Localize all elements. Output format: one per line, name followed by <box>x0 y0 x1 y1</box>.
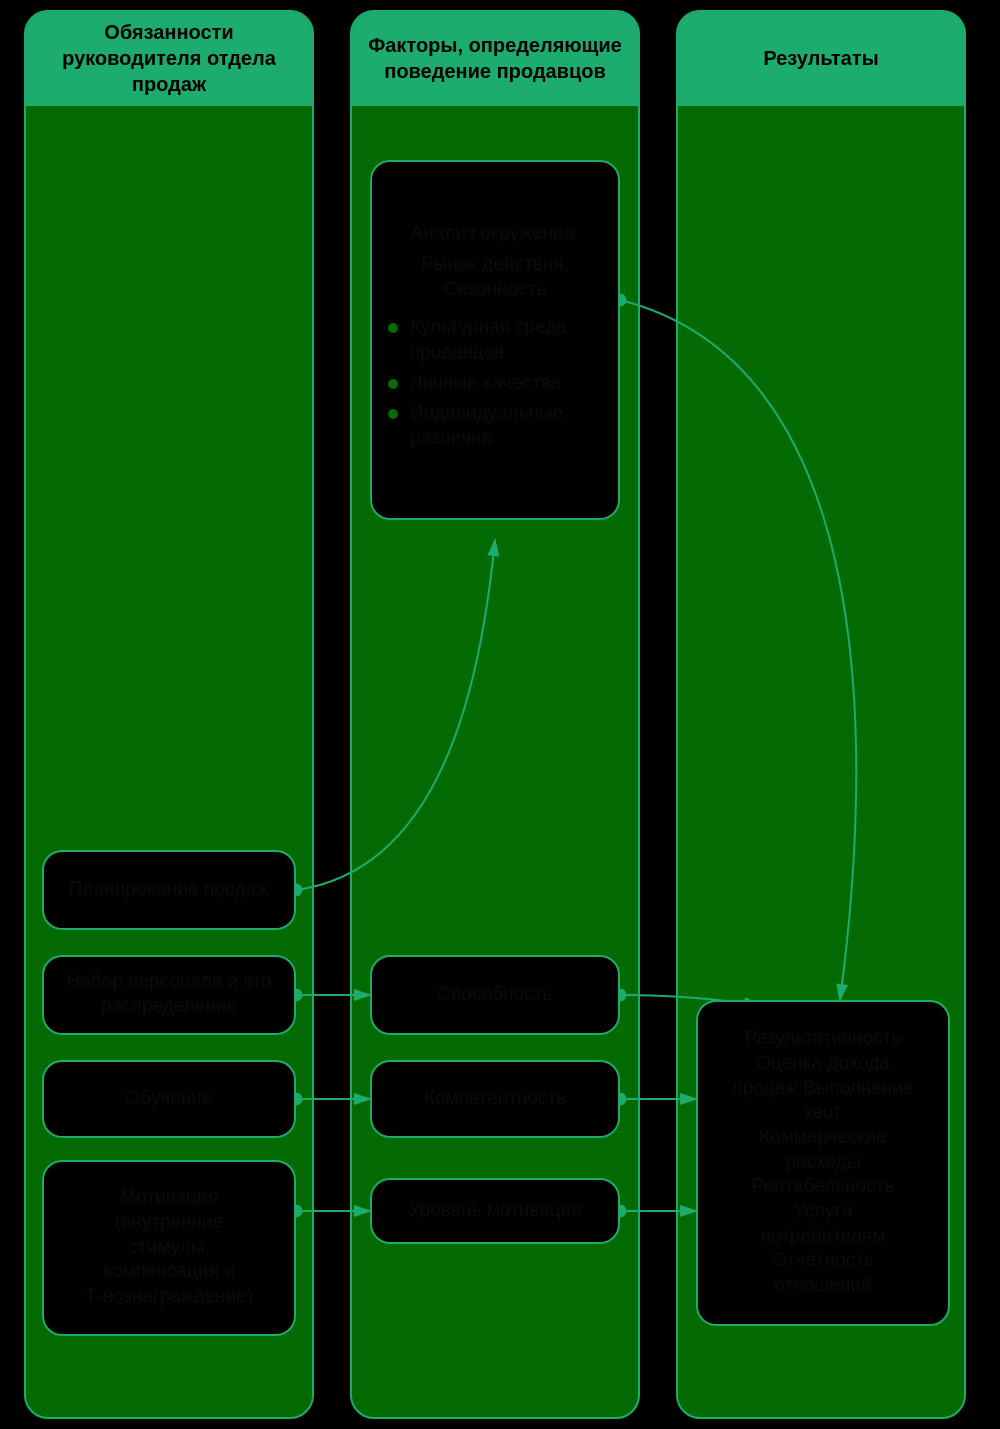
node-plan: Планирование продаж <box>42 850 296 930</box>
node-env: Анализ окружения: Рынок действия,Сезоннос… <box>370 160 620 520</box>
node-recruit: Набор персонала и егораспределение <box>42 955 296 1035</box>
node-line: компенсация и <box>103 1260 234 1285</box>
node-line: Сезонность <box>444 278 547 303</box>
node-line: Набор персонала и его <box>67 970 272 995</box>
node-motiv: Мотивация(внутренниестимулы,компенсация … <box>42 1160 296 1336</box>
node-line: квот <box>804 1101 841 1126</box>
node-line: Результативность <box>745 1027 901 1052</box>
node-line: отношений <box>774 1274 871 1299</box>
node-ability: Способность <box>370 955 620 1035</box>
column-header: Результаты <box>678 12 964 106</box>
node-line: стимулы, <box>128 1236 209 1261</box>
node-bullet: Личные качества <box>388 372 602 397</box>
node-line: расходы <box>786 1151 861 1176</box>
node-comp: Компетентность <box>370 1060 620 1138</box>
column-header-text: Результаты <box>763 46 878 72</box>
node-line: Услуги <box>794 1200 852 1225</box>
node-line: Компетентность <box>424 1087 566 1112</box>
node-train: Обучение <box>42 1060 296 1138</box>
node-results: РезультативностьОценка доходапродаж Выпо… <box>696 1000 950 1326</box>
node-line: Обучение <box>126 1087 213 1112</box>
node-line: продаж Выполнение <box>732 1077 913 1102</box>
node-title: Анализ окружения: <box>411 222 579 247</box>
node-line: Оценка дохода <box>756 1052 890 1077</box>
node-line: Рынок действия, <box>421 253 569 278</box>
column-header-text: Факторы, определяющие поведение продавцо… <box>364 33 626 85</box>
column-header: Обязанности руководителя отдела продаж <box>26 12 312 106</box>
node-line: Планирование продаж <box>69 878 269 903</box>
node-line: Рентабельность <box>752 1175 895 1200</box>
node-line: (внутренние <box>115 1211 223 1236</box>
node-bullet: Индивидуальные различия <box>388 402 602 451</box>
node-bullet: Культурная среда продавцов <box>388 316 602 365</box>
node-line: Отчётность <box>772 1249 874 1274</box>
node-line: Мотивация <box>120 1186 218 1211</box>
node-line: Коммерческие <box>759 1126 887 1151</box>
node-line: потребителям <box>761 1225 885 1250</box>
column-header: Факторы, определяющие поведение продавцо… <box>352 12 638 106</box>
node-line: Уровень мотивации <box>408 1199 582 1224</box>
node-line: распределение <box>101 995 237 1020</box>
node-motlvl: Уровень мотивации <box>370 1178 620 1244</box>
node-bullets: Культурная среда продавцов Личные качеств… <box>388 310 602 457</box>
column-header-text: Обязанности руководителя отдела продаж <box>38 20 300 98</box>
node-line: Т-вознаграждение) <box>85 1285 253 1310</box>
node-line: Способность <box>438 983 553 1008</box>
